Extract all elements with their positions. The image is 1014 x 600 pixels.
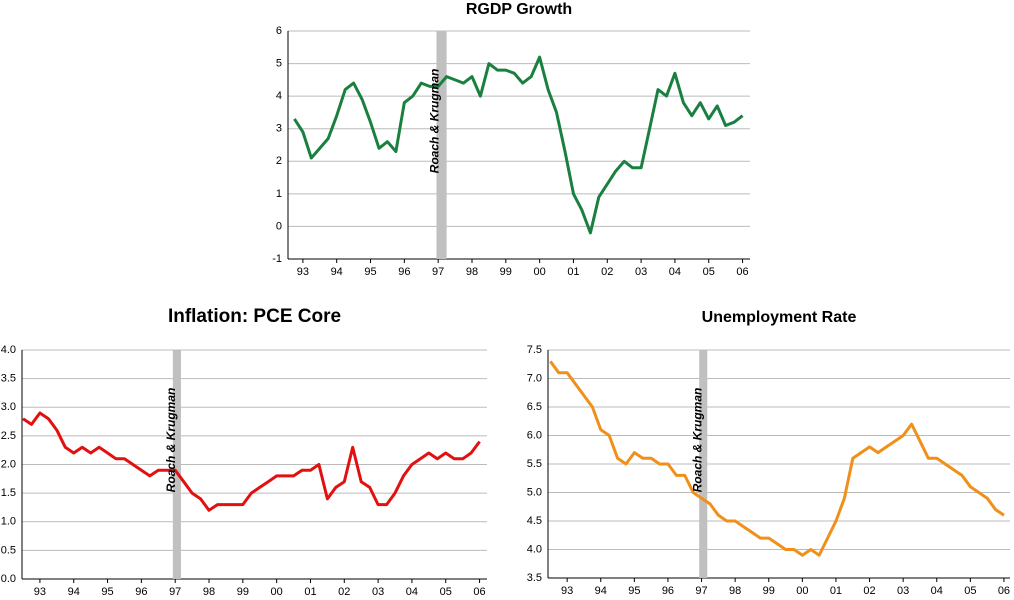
x-tick-label: 03 [897,585,909,597]
y-tick-label: 5 [276,57,282,69]
x-tick-label: 02 [338,586,350,598]
y-tick-label: 3.5 [527,572,542,584]
y-tick-label: 3.5 [1,373,16,385]
y-tick-label: 2 [276,155,282,167]
y-tick-label: 5.0 [527,486,542,498]
x-tick-label: 95 [628,585,640,597]
y-tick-label: 4.0 [1,344,16,356]
shade-band [172,350,181,579]
x-tick-label: 04 [669,266,681,278]
y-tick-label: 0 [276,220,282,232]
series-line [549,360,1005,557]
y-tick-label: 0.0 [1,573,16,585]
y-tick-label: 4.5 [527,515,542,527]
chart-title: Unemployment Rate [702,309,857,326]
x-tick-label: 98 [729,585,741,597]
chart: Unemployment Rate 3.5 4.0 4.5 5.0 5.5 6.0 6.5 7.… [527,309,1010,597]
x-tick-label: 97 [695,585,707,597]
chart-title: Inflation: PCE Core [168,306,341,327]
annotation: Roach & Krugman [428,69,442,174]
x-tick-label: 01 [567,266,579,278]
x-tick-label: 06 [473,586,485,598]
x-tick-label: 95 [364,266,376,278]
x-tick-label: 00 [534,266,546,278]
x-tick-label: 05 [964,585,976,597]
x-tick-label: 06 [736,266,748,278]
x-tick-label: 98 [203,586,215,598]
series-line [293,55,744,235]
x-tick-label: 04 [406,586,418,598]
x-tick-label: 96 [398,266,410,278]
x-tick-label: 96 [662,585,674,597]
y-tick-label: 0.5 [1,544,16,556]
y-tick-label: -1 [272,253,282,265]
x-tick-label: 02 [601,266,613,278]
y-tick-label: 6 [276,25,282,37]
y-tick-label: 7.0 [527,372,542,384]
y-tick-label: 3 [276,123,282,135]
x-tick-label: 01 [830,585,842,597]
x-tick-label: 99 [500,266,512,278]
x-tick-label: 96 [135,586,147,598]
x-tick-label: 97 [169,586,181,598]
series-line [22,411,481,512]
x-tick-label: 94 [595,585,607,597]
x-tick-label: 99 [237,586,249,598]
x-tick-label: 03 [635,266,647,278]
x-tick-label: 94 [331,266,343,278]
shade-band [699,350,708,578]
x-tick-label: 05 [703,266,715,278]
x-tick-label: 01 [304,586,316,598]
x-tick-label: 99 [763,585,775,597]
y-tick-label: 1.0 [1,516,16,528]
y-tick-label: 5.5 [527,458,542,470]
y-tick-label: 6.0 [527,429,542,441]
annotation: Roach & Krugman [164,388,178,493]
x-tick-label: 02 [863,585,875,597]
x-tick-label: 06 [998,585,1010,597]
chart-title: RGDP Growth [466,1,572,18]
y-tick-label: 1.5 [1,487,16,499]
y-tick-label: 7.5 [527,344,542,356]
x-tick-label: 97 [432,266,444,278]
x-tick-label: 00 [271,586,283,598]
x-tick-label: 00 [796,585,808,597]
y-tick-label: 2.5 [1,430,16,442]
y-tick-label: 3.0 [1,401,16,413]
x-tick-label: 98 [466,266,478,278]
x-tick-label: 05 [440,586,452,598]
shade-band [436,31,447,259]
chart: Inflation: PCE Core 0.0 0.5 1.0 1.5 2.0 2.5 3.0… [1,306,487,598]
y-tick-label: 1 [276,188,282,200]
x-tick-label: 94 [68,586,80,598]
y-tick-label: 6.5 [527,401,542,413]
y-tick-label: 4 [276,90,282,102]
x-tick-label: 03 [372,586,384,598]
y-tick-label: 4.0 [527,543,542,555]
y-tick-label: 2.0 [1,458,16,470]
annotation: Roach & Krugman [690,388,704,493]
x-tick-label: 93 [297,266,309,278]
x-tick-label: 95 [101,586,113,598]
x-tick-label: 04 [931,585,943,597]
x-tick-label: 93 [34,586,46,598]
x-tick-label: 93 [561,585,573,597]
